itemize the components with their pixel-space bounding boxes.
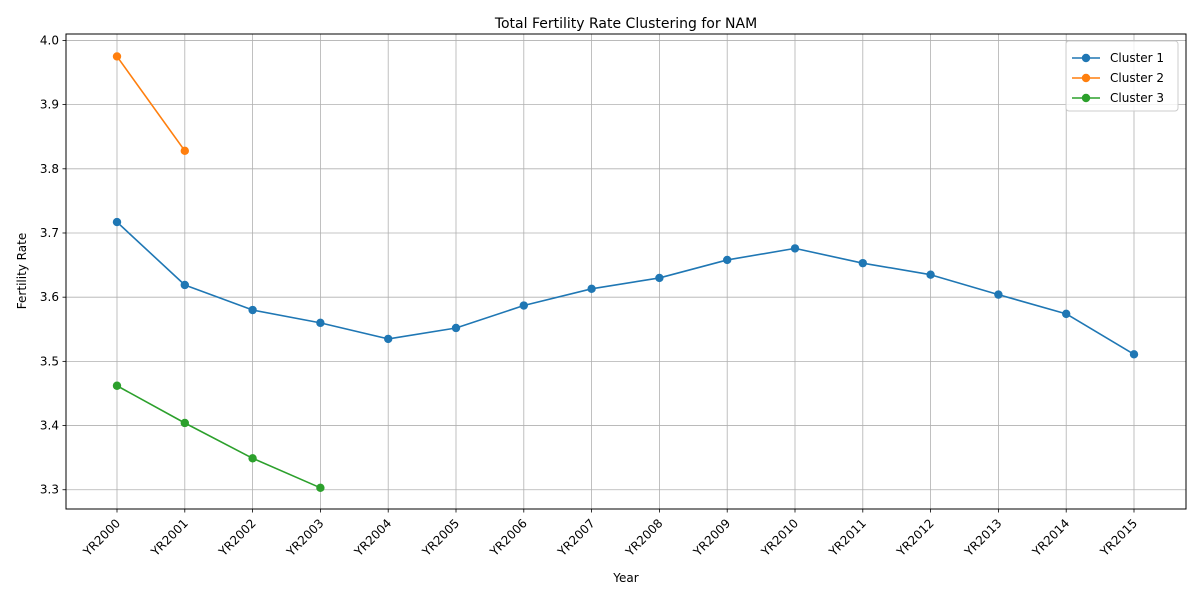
legend-label: Cluster 3 [1110, 91, 1164, 105]
series-line [116, 385, 321, 489]
y-axis-label: Fertility Rate [15, 233, 29, 309]
legend-label: Cluster 2 [1110, 71, 1164, 85]
x-tick-label: YR2000 [80, 516, 123, 559]
x-axis-label: Year [612, 571, 638, 585]
data-point [384, 334, 393, 344]
data-point [723, 255, 732, 265]
data-point [451, 323, 461, 333]
y-tick-label: 3.4 [40, 419, 59, 433]
x-tick-label: YR2008 [622, 516, 665, 559]
x-tick-label: YR2013 [961, 516, 1004, 559]
data-point [655, 273, 664, 283]
series-lines [112, 52, 1139, 493]
plot-frame [65, 33, 1187, 510]
legend-marker [1081, 93, 1091, 103]
x-tick-label: YR2009 [690, 516, 733, 559]
x-tick-label: YR2003 [283, 516, 326, 559]
data-point [926, 270, 935, 279]
data-point [248, 454, 257, 463]
x-tick-label: YR2006 [487, 516, 530, 559]
data-point [519, 301, 528, 310]
chart-title: Total Fertility Rate Clustering for NAM [494, 16, 757, 32]
y-tick-label: 4.0 [40, 33, 59, 47]
data-point [248, 305, 257, 315]
x-axis: YR2000 YR2001 YR2002 YR2003 YR2004 YR2005 YR20… [80, 509, 1140, 560]
legend-marker [1081, 53, 1091, 63]
series-line [116, 56, 186, 152]
data-point [858, 258, 867, 268]
data-point [112, 381, 122, 390]
data-point [180, 418, 189, 428]
data-point [790, 244, 800, 253]
y-tick-label: 3.5 [40, 354, 59, 368]
x-tick-label: YR2012 [893, 516, 936, 559]
data-point [316, 483, 325, 493]
data-point [180, 146, 189, 156]
x-tick-label: YR2010 [758, 516, 801, 559]
y-tick-label: 3.8 [40, 162, 59, 176]
x-tick-label: YR2002 [215, 516, 258, 559]
x-tick-label: YR2001 [148, 516, 191, 559]
legend-items: Cluster 1 Cluster 2 Cluster 3 [1072, 51, 1164, 105]
x-tick-label: YR2005 [419, 516, 462, 559]
legend-label: Cluster 1 [1110, 51, 1164, 65]
y-axis: 3.3 3.4 3.5 3.6 3.7 3.8 3.9 4.0 [40, 33, 66, 497]
data-point [112, 217, 122, 227]
y-tick-label: 3.9 [40, 98, 59, 112]
data-point [1062, 309, 1071, 319]
series-line [116, 221, 1135, 355]
x-tick-label: YR2014 [1029, 516, 1072, 559]
data-point [587, 284, 596, 294]
y-tick-label: 3.7 [40, 226, 59, 240]
grid-lines [66, 34, 1186, 509]
x-tick-label: YR2007 [554, 516, 597, 559]
legend-marker [1081, 73, 1091, 83]
legend: Cluster 1 Cluster 2 Cluster 3 [1065, 40, 1179, 112]
x-tick-label: YR2011 [826, 516, 869, 559]
data-point [112, 52, 122, 61]
x-tick-label: YR2015 [1097, 516, 1140, 559]
y-tick-label: 3.6 [40, 290, 59, 304]
data-point [180, 280, 189, 290]
x-tick-label: YR2004 [351, 516, 394, 559]
y-tick-label: 3.3 [40, 483, 59, 497]
data-point [994, 290, 1003, 299]
data-point [316, 318, 325, 328]
data-point [1129, 350, 1139, 359]
